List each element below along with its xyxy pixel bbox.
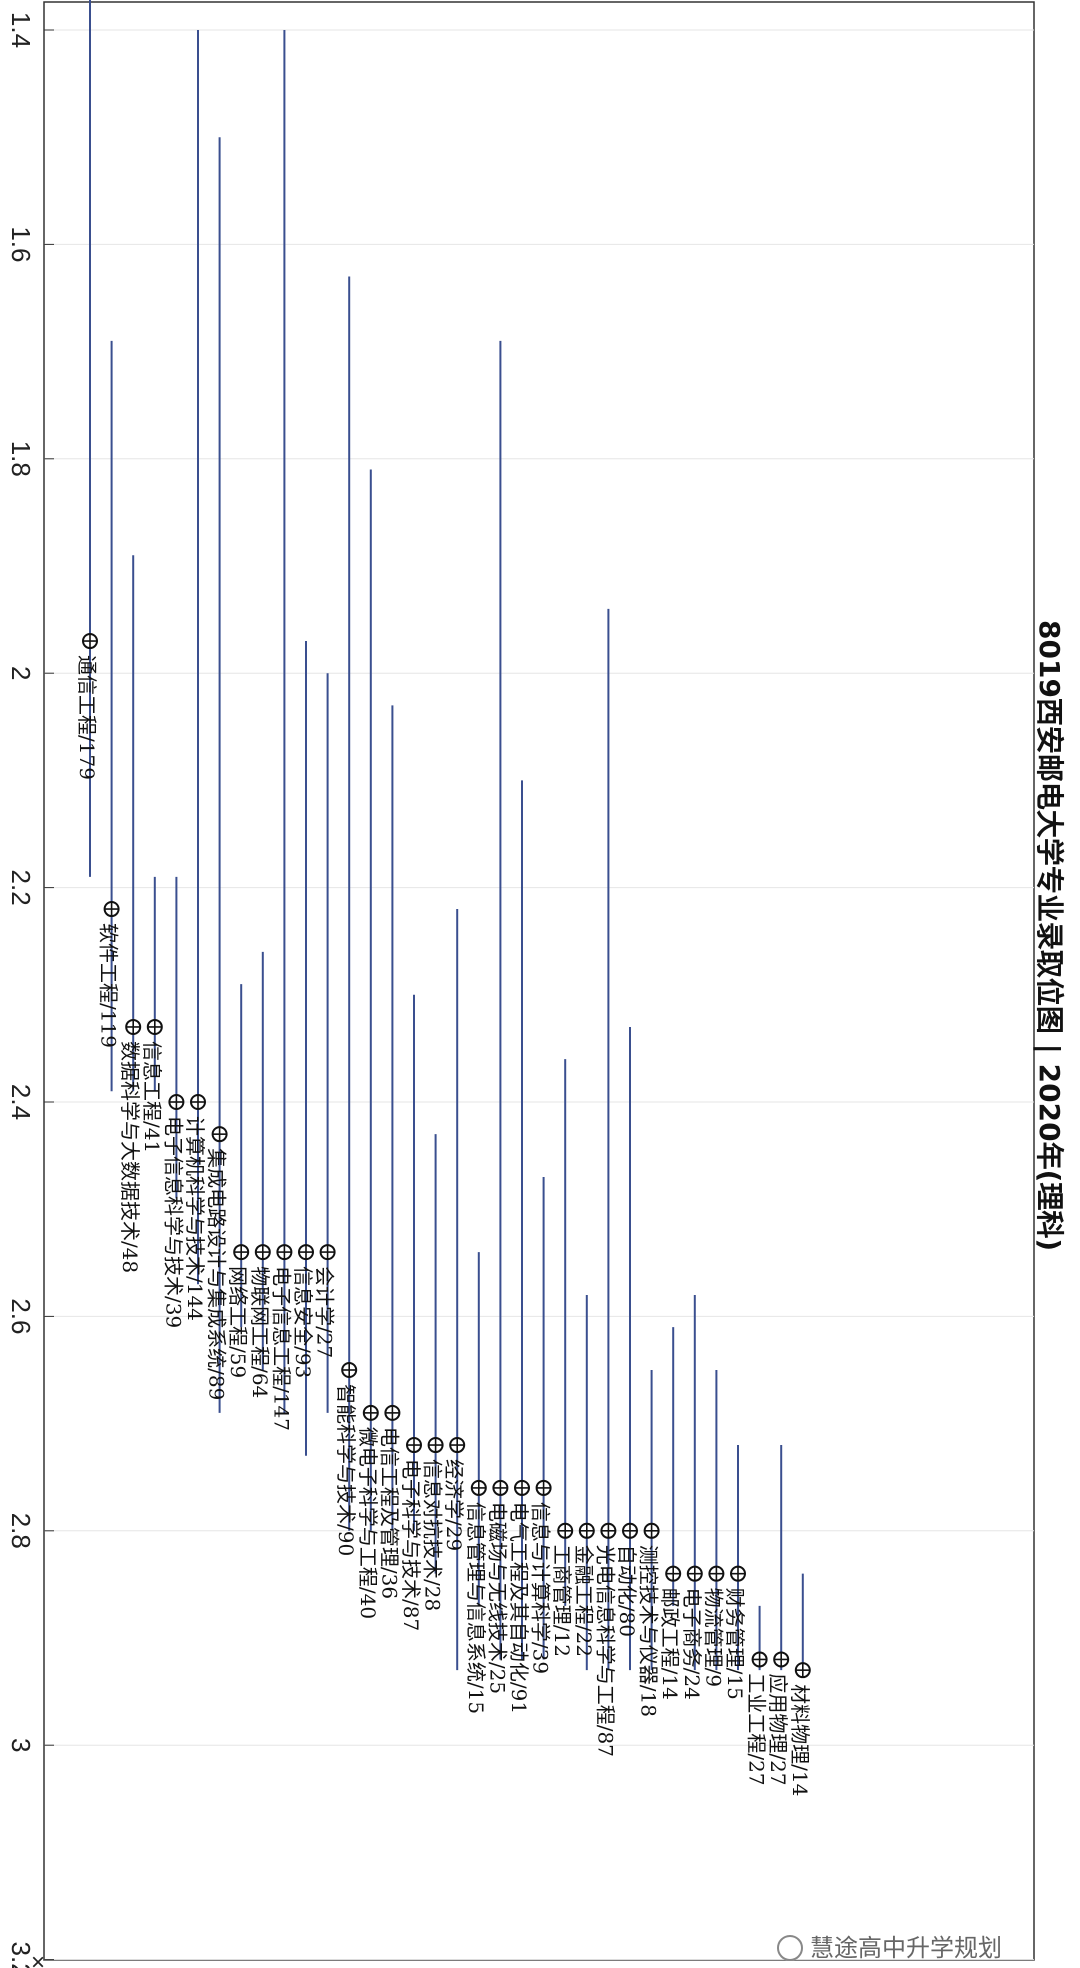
major-label: 计算机科学与技术/144 [183, 1116, 207, 1321]
major-label: 物流管理/9 [701, 1588, 725, 1687]
major-label: 电磁场与无线技术/25 [485, 1502, 509, 1694]
major-label: 物联网工程/64 [248, 1266, 272, 1398]
major-label: 电子科学与技术/87 [399, 1459, 423, 1631]
major-label: 工商管理/12 [550, 1545, 574, 1657]
major-label: 微电子科学与工程/40 [356, 1427, 380, 1619]
tick-label: 1.6 [6, 226, 36, 262]
wechat-icon [777, 1935, 803, 1961]
major-label: 测控技术与仪器/18 [637, 1545, 661, 1717]
tick-label: 2.2 [6, 870, 36, 906]
chart-title: 8019西安邮电大学专业录取位图 | 2020年(理科) [1033, 620, 1066, 1251]
axis-multiplier-base: ×10 [24, 1955, 51, 1968]
major-label: 软件工程/119 [97, 923, 121, 1048]
major-labels: 通信工程/179软件工程/119数据科学与大数据技术/48信息工程/41电子信息… [75, 655, 812, 1796]
tick-label: 2 [6, 666, 36, 680]
tick-label: 3.2 [6, 1942, 36, 1968]
major-label: 电子信息科学与技术/39 [161, 1116, 185, 1328]
major-label: 经济学/29 [442, 1459, 466, 1551]
tick-labels: 1.4 1.6 1.8 2 2.2 2.4 2.6 2.8 3 3.2 [6, 12, 36, 1968]
major-label: 自动化/80 [615, 1545, 639, 1637]
major-label: 信息管理与信息系统/15 [464, 1502, 488, 1714]
major-label: 金融工程/22 [572, 1545, 596, 1657]
major-label: 电气工程及其自动化/91 [507, 1502, 531, 1714]
major-label: 信息工程/41 [140, 1041, 164, 1153]
major-label: 电子信息工程/147 [269, 1266, 293, 1431]
major-label: 材料物理/14 [788, 1684, 812, 1796]
major-label: 信息安全/93 [291, 1266, 315, 1378]
major-label: 信息对抗技术/28 [421, 1459, 445, 1611]
major-label: 网络工程/59 [226, 1266, 250, 1378]
tick-label: 2.4 [6, 1084, 36, 1120]
tick-label: 1.8 [6, 441, 36, 477]
major-label: 会计学/27 [313, 1266, 337, 1358]
major-label: 电子商务/24 [680, 1588, 704, 1700]
major-label: 智能科学与技术/90 [334, 1384, 358, 1556]
major-label: 信息与计算科学/39 [529, 1502, 553, 1674]
major-label: 应用物理/27 [766, 1673, 790, 1785]
watermark: 慧途高中升学规划 [777, 1934, 1002, 1962]
major-label: 财务管理/15 [723, 1588, 747, 1700]
plot-frame [43, 1, 1035, 1961]
major-label: 集成电路设计与集成系统/89 [205, 1148, 229, 1400]
major-label: 电信工程及管理/36 [377, 1427, 401, 1599]
major-label: 通信工程/179 [75, 655, 99, 780]
tick-label: 2.6 [6, 1298, 36, 1334]
axis-multiplier: ×104 [24, 1955, 51, 1968]
watermark-text: 慧途高中升学规划 [810, 1934, 1002, 1962]
tick-label: 1.4 [6, 12, 36, 48]
tick-label: 3 [6, 1738, 36, 1752]
major-label: 光电信息科学与工程/87 [593, 1545, 617, 1757]
major-label: 数据科学与大数据技术/48 [118, 1041, 142, 1273]
major-label: 邮政工程/14 [658, 1588, 682, 1700]
range-bars [82, 0, 811, 1679]
major-label: 工业工程/27 [745, 1673, 769, 1785]
gridlines [44, 29, 1034, 1961]
tick-label: 2.8 [6, 1513, 36, 1549]
